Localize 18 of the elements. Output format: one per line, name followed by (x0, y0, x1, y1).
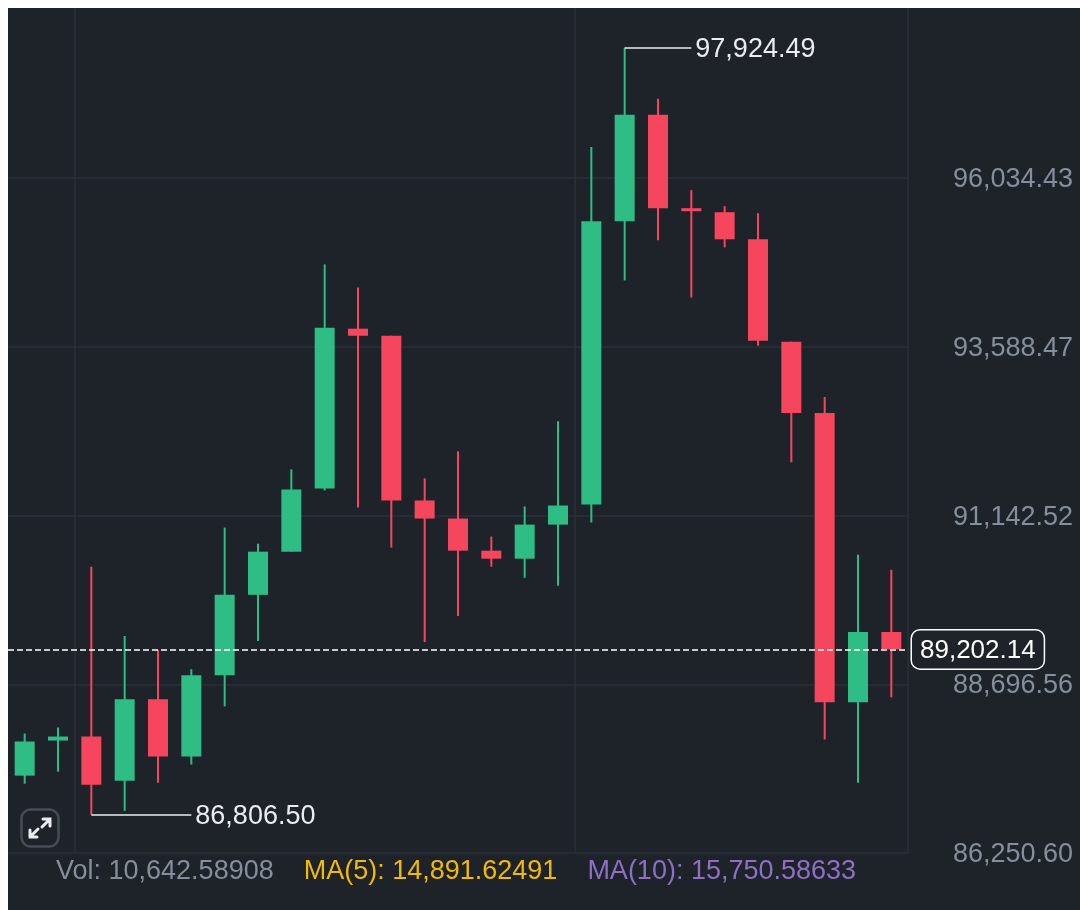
text: MA(10): 15,750.58633 (587, 854, 857, 885)
candlestick (681, 189, 702, 299)
y-tick-label: 86,250.60 (952, 838, 1073, 868)
y-tick-label: 91,142.52 (952, 500, 1073, 531)
y-tick-label: 88,696.56 (952, 669, 1073, 700)
candlestick (414, 477, 435, 644)
annotation: 97,924.49 (695, 32, 816, 63)
text: Vol: 10,642.58908 (56, 854, 274, 885)
candlestick (348, 286, 368, 509)
y-tick-label: 96,034.43 (952, 163, 1073, 194)
y-tick-label: 93,588.47 (952, 331, 1073, 362)
annotation: 86,806.50 (195, 799, 316, 830)
candlestick (481, 535, 502, 568)
candlestick (548, 420, 568, 587)
candlestick (48, 726, 68, 773)
ref-line-label: 89,202.14 (920, 634, 1036, 665)
candlestick (881, 568, 902, 699)
text: MA(5): 14,891.62491 (303, 854, 558, 885)
